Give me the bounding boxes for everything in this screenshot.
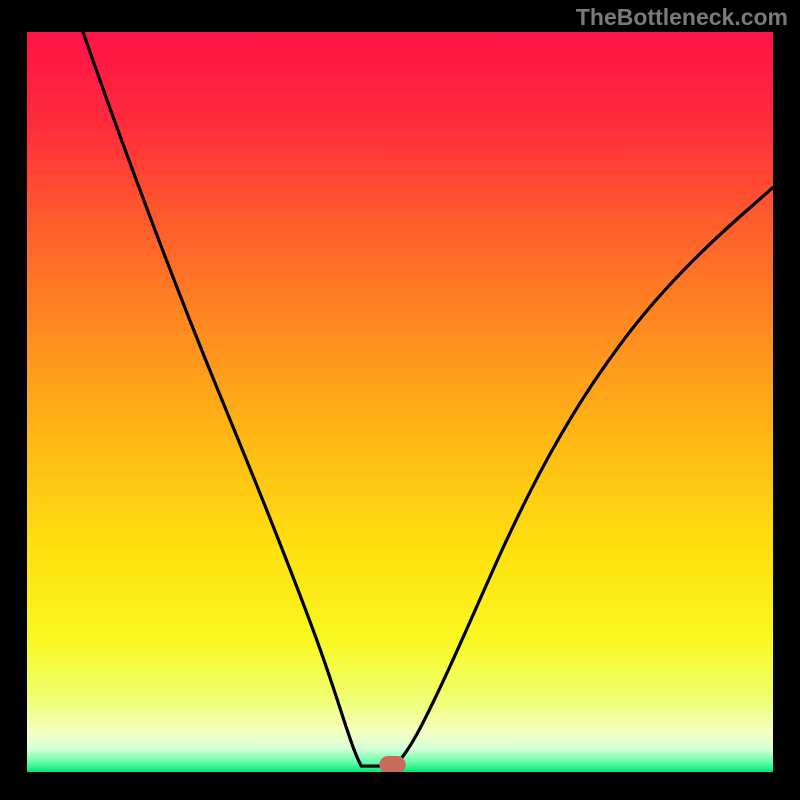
plot-area bbox=[27, 32, 773, 772]
gradient-background bbox=[27, 32, 773, 772]
optimal-point-marker bbox=[380, 756, 405, 772]
watermark-text: TheBottleneck.com bbox=[576, 4, 788, 31]
chart-canvas: TheBottleneck.com bbox=[0, 0, 800, 800]
